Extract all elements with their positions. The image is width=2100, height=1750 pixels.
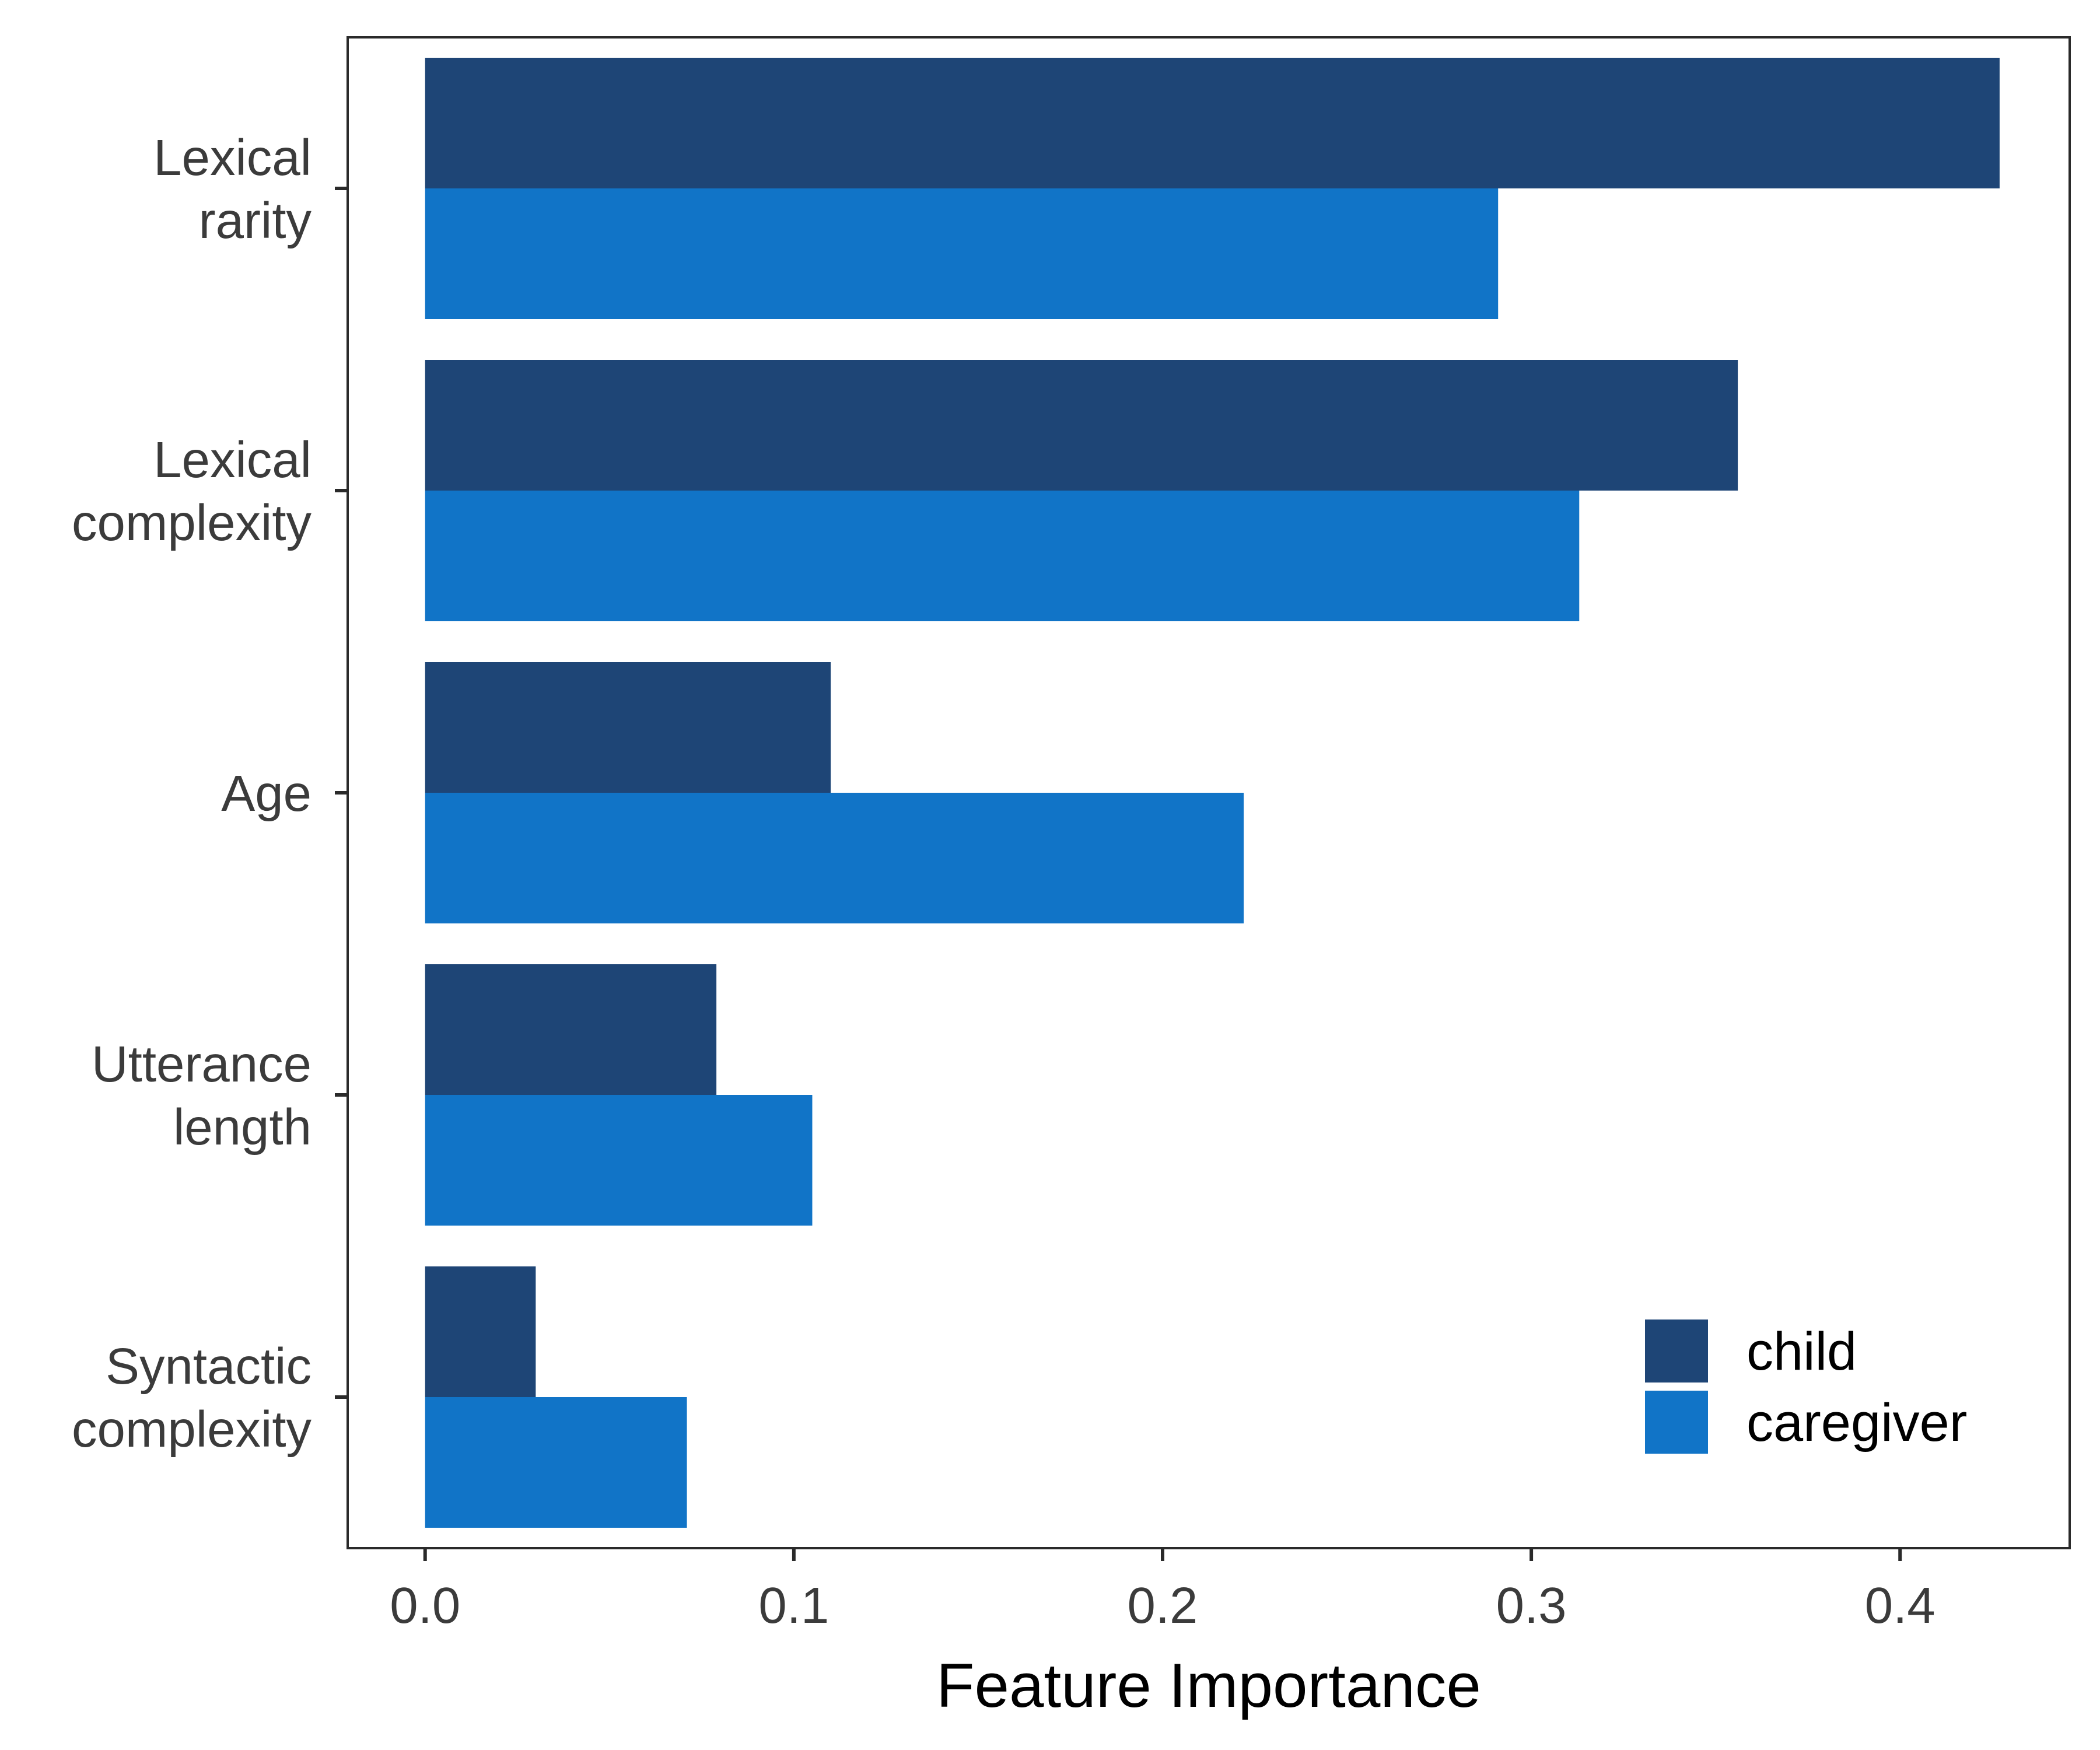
bar-child-1 <box>425 360 1738 491</box>
y-tick-label: Lexical <box>153 432 312 488</box>
bar-caregiver-0 <box>425 188 1499 319</box>
y-tick-label: complexity <box>72 1401 312 1458</box>
legend-label-child: child <box>1746 1322 1857 1381</box>
bar-caregiver-4 <box>425 1397 687 1528</box>
bar-child-3 <box>425 964 717 1095</box>
bar-child-0 <box>425 58 2000 188</box>
bar-child-2 <box>425 662 831 793</box>
y-tick-label: length <box>173 1099 312 1156</box>
bar-caregiver-1 <box>425 491 1580 621</box>
y-tick-label: Lexical <box>153 130 312 186</box>
bar-caregiver-2 <box>425 793 1244 923</box>
bar-caregiver-3 <box>425 1095 813 1226</box>
legend-key-caregiver <box>1645 1391 1708 1454</box>
legend-label-caregiver: caregiver <box>1746 1393 1967 1452</box>
x-axis: 0.0 0.1 0.2 0.3 0.4 <box>390 1548 1936 1634</box>
legend-key-child <box>1645 1320 1708 1382</box>
y-tick-label: rarity <box>199 192 312 249</box>
y-tick-label: Utterance <box>92 1036 312 1093</box>
x-axis-title: Feature Importance <box>936 1650 1481 1720</box>
bar-child-4 <box>425 1266 536 1397</box>
y-axis: Lexical rarity Lexical complexity Age Utteran… <box>72 130 348 1458</box>
y-tick-label: Syntactic <box>106 1338 312 1395</box>
legend: child caregiver <box>1645 1320 1967 1454</box>
x-tick-label: 0.0 <box>390 1577 460 1634</box>
x-tick-label: 0.1 <box>758 1577 829 1634</box>
y-tick-label: Age <box>221 765 312 822</box>
x-tick-label: 0.4 <box>1865 1577 1936 1634</box>
x-tick-label: 0.2 <box>1128 1577 1198 1634</box>
x-tick-label: 0.3 <box>1496 1577 1567 1634</box>
bars-layer <box>425 58 2000 1528</box>
y-tick-label: complexity <box>72 495 312 551</box>
